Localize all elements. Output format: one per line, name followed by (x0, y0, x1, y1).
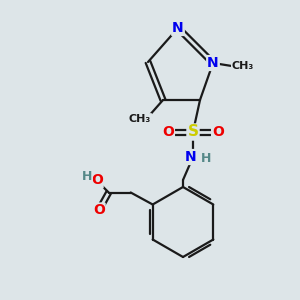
Text: O: O (212, 125, 224, 139)
Text: H: H (201, 152, 211, 166)
Text: N: N (207, 56, 219, 70)
Text: N: N (185, 150, 197, 164)
Text: N: N (172, 21, 184, 35)
Text: H: H (82, 170, 92, 183)
Text: O: O (91, 173, 103, 188)
Text: O: O (93, 203, 105, 218)
Text: S: S (188, 124, 199, 140)
Text: O: O (162, 125, 174, 139)
Text: CH₃: CH₃ (232, 61, 254, 71)
Text: CH₃: CH₃ (129, 114, 151, 124)
